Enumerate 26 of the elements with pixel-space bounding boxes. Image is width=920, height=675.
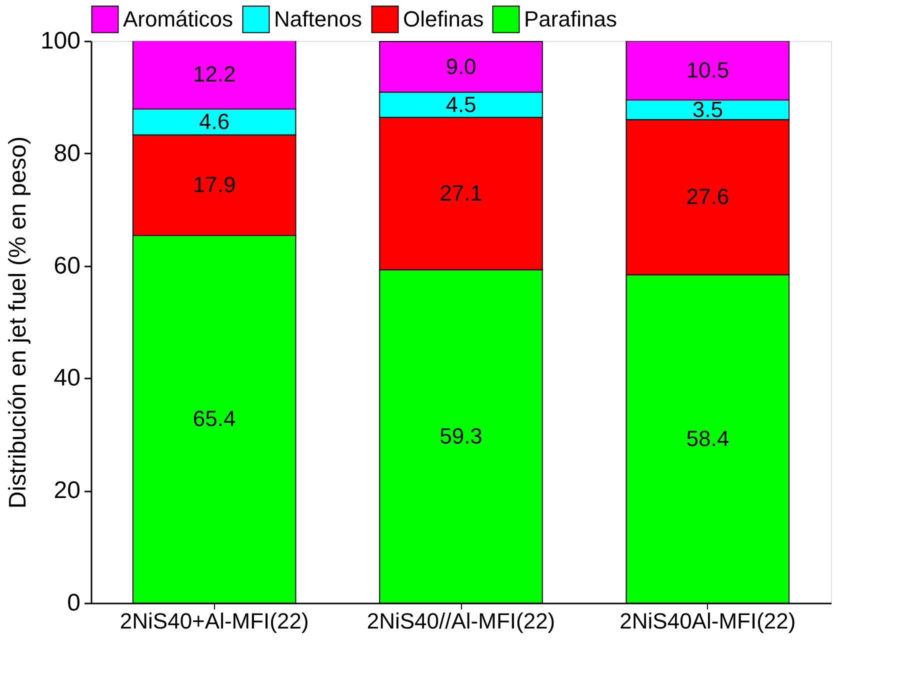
data-label: 27.1 xyxy=(440,180,482,206)
data-label: 12.2 xyxy=(192,62,236,87)
data-label: 10.5 xyxy=(686,58,730,83)
y-tick-label: 0 xyxy=(67,590,80,616)
y-tick-label: 100 xyxy=(40,28,80,54)
data-label: 27.6 xyxy=(686,184,730,210)
data-label: 4.5 xyxy=(446,92,476,117)
data-label: 59.3 xyxy=(440,423,482,448)
data-label: 65.4 xyxy=(192,406,236,432)
x-tick-label: 2NiS40//Al-MFI(22) xyxy=(366,608,556,634)
legend-label: Parafinas xyxy=(524,6,617,32)
legend-label: Naftenos xyxy=(274,6,362,32)
data-label: 17.9 xyxy=(192,172,236,198)
legend-label: Aromáticos xyxy=(123,6,234,32)
legend-label: Olefinas xyxy=(403,6,484,32)
y-tick-label: 20 xyxy=(54,477,80,504)
y-tick-label: 60 xyxy=(54,252,80,280)
data-label: 4.6 xyxy=(199,108,230,134)
y-tick-label: 40 xyxy=(54,364,80,392)
data-label: 58.4 xyxy=(686,426,730,451)
x-tick-label: 2NiS40Al-MFI(22) xyxy=(620,608,796,634)
data-label: 3.5 xyxy=(692,96,723,122)
data-label: 9.0 xyxy=(446,54,476,79)
y-axis-title: Distribución en jet fuel (% en peso) xyxy=(4,136,32,509)
y-tick-label: 80 xyxy=(54,140,80,167)
x-tick-label: 2NiS40+Al-MFI(22) xyxy=(120,608,309,634)
